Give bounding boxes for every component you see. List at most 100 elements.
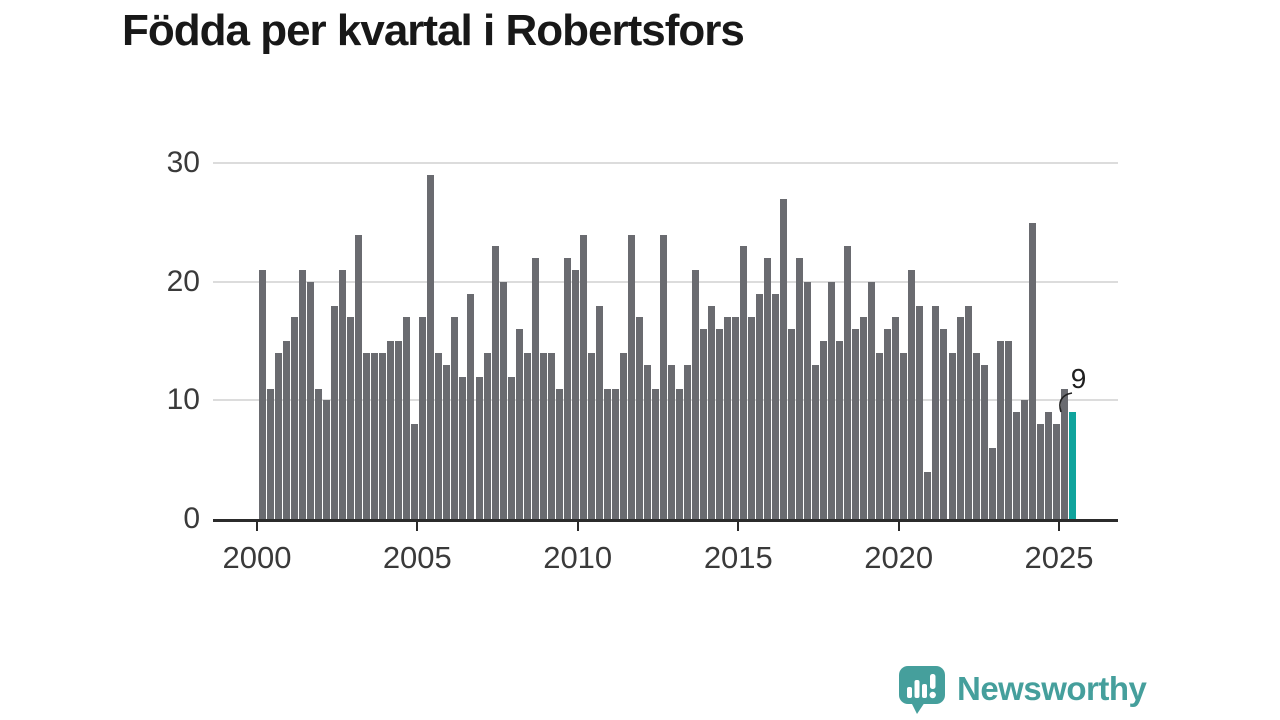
bar bbox=[275, 353, 282, 519]
bar bbox=[299, 270, 307, 519]
bar bbox=[531, 258, 539, 519]
bar bbox=[740, 246, 747, 519]
newsworthy-logo-icon bbox=[899, 666, 945, 714]
x-tick-mark bbox=[737, 522, 740, 531]
bar bbox=[868, 281, 876, 519]
bar-value-label: 9 bbox=[1070, 363, 1087, 395]
bar bbox=[804, 281, 812, 519]
bar bbox=[323, 400, 331, 519]
x-axis-label: 2025 bbox=[1024, 540, 1094, 575]
bar bbox=[579, 234, 587, 519]
bar bbox=[1052, 424, 1060, 519]
bar bbox=[844, 246, 852, 519]
bar bbox=[339, 270, 347, 519]
bar bbox=[796, 258, 804, 519]
bar bbox=[732, 317, 739, 519]
bar bbox=[820, 341, 828, 519]
bar bbox=[291, 317, 299, 519]
bar bbox=[1036, 424, 1044, 519]
x-tick-mark bbox=[576, 522, 579, 531]
bar bbox=[491, 246, 499, 519]
x-tick-mark bbox=[256, 522, 258, 531]
bar bbox=[523, 353, 531, 519]
bar bbox=[772, 293, 780, 519]
page-title: Födda per kvartal i Robertsfors bbox=[122, 6, 745, 55]
y-axis-label: 20 bbox=[166, 264, 200, 298]
bar bbox=[563, 258, 571, 519]
bar bbox=[1020, 400, 1028, 519]
bar bbox=[659, 234, 667, 519]
bar bbox=[908, 270, 916, 519]
bar bbox=[571, 270, 579, 519]
bar bbox=[940, 329, 948, 519]
bar bbox=[347, 317, 355, 519]
bar bbox=[395, 341, 403, 519]
bar bbox=[1004, 341, 1012, 519]
bar bbox=[996, 341, 1004, 519]
bar bbox=[595, 305, 603, 519]
bar bbox=[691, 270, 699, 519]
bar bbox=[1028, 222, 1036, 519]
bar bbox=[764, 258, 772, 519]
bar bbox=[812, 364, 820, 519]
bar bbox=[892, 317, 900, 519]
bar bbox=[483, 353, 491, 519]
bar bbox=[748, 317, 755, 519]
bar bbox=[547, 353, 555, 519]
bar bbox=[315, 388, 323, 519]
bar bbox=[259, 270, 266, 519]
bar bbox=[475, 376, 483, 519]
bar bbox=[603, 388, 611, 519]
bar bbox=[627, 234, 635, 519]
highlighted-bar bbox=[1068, 412, 1076, 519]
bar bbox=[932, 305, 940, 519]
bar bbox=[828, 281, 836, 519]
y-axis-label: 10 bbox=[166, 383, 200, 417]
bar bbox=[756, 293, 764, 519]
bar bbox=[443, 364, 451, 519]
newsworthy-logo-text: Newsworthy bbox=[957, 670, 1147, 707]
newsworthy-logo[interactable]: Newsworthy bbox=[897, 664, 1147, 714]
bar bbox=[507, 376, 515, 519]
label-pointer-icon bbox=[1058, 392, 1072, 413]
bar bbox=[587, 353, 595, 519]
y-axis-label: 30 bbox=[166, 146, 200, 180]
x-axis-label: 2020 bbox=[864, 540, 934, 575]
bar bbox=[988, 447, 996, 519]
bar bbox=[1044, 412, 1052, 519]
bar bbox=[916, 305, 924, 519]
bar bbox=[1060, 388, 1068, 519]
bar bbox=[499, 281, 507, 519]
bar bbox=[331, 305, 339, 519]
bar bbox=[675, 388, 683, 519]
bar bbox=[539, 353, 547, 519]
x-tick-mark bbox=[897, 522, 900, 531]
bar bbox=[724, 317, 731, 519]
bar bbox=[683, 364, 691, 519]
bar bbox=[267, 388, 274, 519]
bar bbox=[972, 353, 980, 519]
bar bbox=[980, 364, 988, 519]
x-axis-label: 2000 bbox=[222, 540, 292, 575]
x-axis-label: 2010 bbox=[543, 540, 613, 575]
bar bbox=[283, 341, 291, 519]
bar bbox=[411, 424, 419, 519]
bar bbox=[708, 305, 715, 519]
bar bbox=[956, 317, 964, 519]
bar bbox=[619, 353, 627, 519]
bar bbox=[555, 388, 563, 519]
bar bbox=[699, 329, 707, 519]
bar bbox=[651, 388, 659, 519]
x-tick-mark bbox=[416, 522, 419, 531]
bar bbox=[467, 293, 475, 519]
bar bbox=[876, 353, 884, 519]
bar bbox=[964, 305, 972, 519]
x-tick-mark bbox=[1058, 522, 1060, 531]
gridline bbox=[213, 162, 1118, 165]
y-axis-label: 0 bbox=[183, 502, 200, 535]
bar bbox=[716, 329, 723, 519]
bar bbox=[355, 234, 363, 519]
bar bbox=[611, 388, 619, 519]
